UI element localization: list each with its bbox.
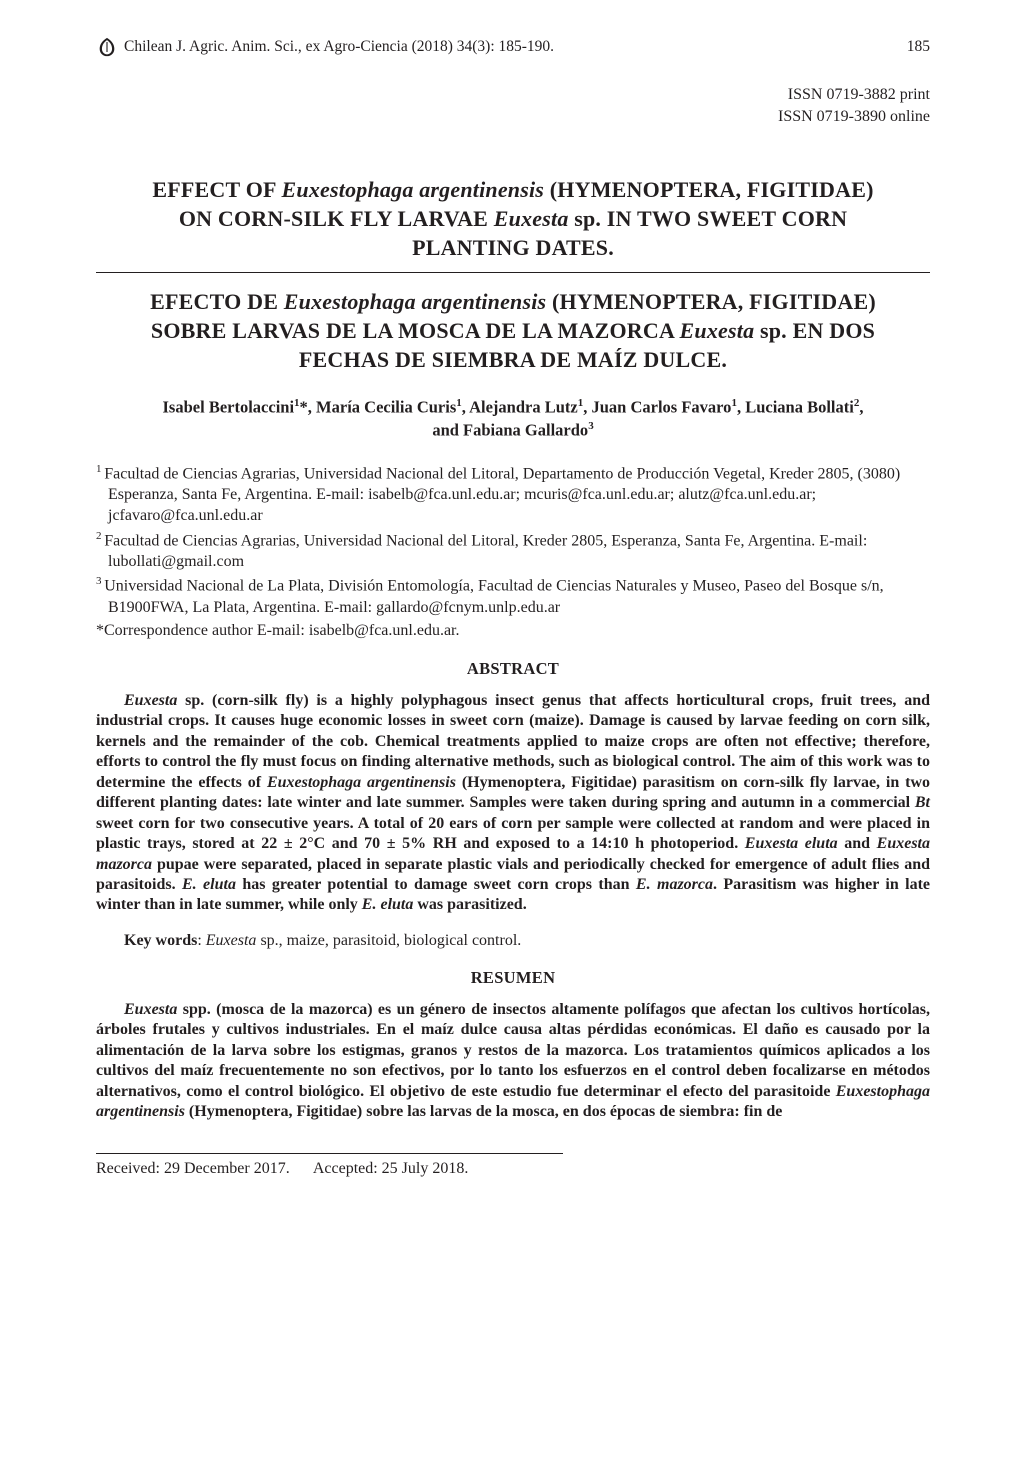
- affiliation-2-text: Facultad de Ciencias Agrarias, Universid…: [104, 532, 867, 570]
- affiliation-3-sup: 3: [96, 575, 104, 587]
- title-spanish: EFECTO DE Euxestophaga argentinensis (HY…: [114, 287, 912, 374]
- title-es-line2-italic: Euxesta: [680, 318, 755, 343]
- abstract-i3: Bt: [915, 794, 930, 811]
- abstract-paragraph: Euxesta sp. (corn-silk fly) is a highly …: [96, 691, 930, 916]
- author-6-sup: 3: [588, 420, 594, 432]
- title-en-line1-a: EFFECT OF: [152, 177, 281, 202]
- author-1-star: *: [300, 398, 308, 417]
- title-en-line2-a: ON CORN-SILK FLY LARVAE: [179, 206, 494, 231]
- author-6: and Fabiana Gallardo: [432, 421, 588, 440]
- resumen-t2: (Hymenoptera, Figitidae) sobre las larva…: [185, 1103, 782, 1120]
- title-es-line1-italic: Euxestophaga argentinensis: [284, 289, 547, 314]
- affiliation-1-sup: 1: [96, 463, 104, 475]
- title-separator-rule: [96, 272, 930, 273]
- author-1: Isabel Bertolaccini: [163, 398, 295, 417]
- title-es-line1-a: EFECTO DE: [150, 289, 284, 314]
- keywords-i1: Euxesta: [206, 932, 257, 949]
- affiliation-3: 3 Universidad Nacional de La Plata, Divi…: [96, 574, 930, 618]
- issn-print: ISSN 0719-3882 print: [96, 84, 930, 106]
- affiliation-3-text: Universidad Nacional de La Plata, Divisi…: [104, 577, 883, 615]
- journal-citation: Chilean J. Agric. Anim. Sci., ex Agro-Ci…: [124, 38, 554, 56]
- title-es-line1-b: (HYMENOPTERA, FIGITIDAE): [546, 289, 876, 314]
- authors-comma: ,: [859, 398, 863, 417]
- author-2: , María Cecilia Curis: [308, 398, 456, 417]
- page-number: 185: [907, 38, 930, 56]
- abstract-i8: E. eluta: [362, 896, 414, 913]
- correspondence: *Correspondence author E-mail: isabelb@f…: [96, 620, 930, 641]
- title-es-line2-b: sp. EN DOS: [754, 318, 875, 343]
- title-en-line3: PLANTING DATES.: [412, 235, 614, 260]
- issn-online: ISSN 0719-3890 online: [96, 106, 930, 128]
- running-head: Chilean J. Agric. Anim. Sci., ex Agro-Ci…: [96, 36, 930, 58]
- footer-rule: [96, 1153, 563, 1154]
- abstract-i4: Euxesta eluta: [745, 835, 838, 852]
- abstract-t4: and: [838, 835, 877, 852]
- abstract-i2: Euxestophaga argentinensis: [267, 774, 456, 791]
- title-en-line1-italic: Euxestophaga argentinensis: [282, 177, 545, 202]
- abstract-t8: was parasitized.: [413, 896, 526, 913]
- accepted-date: Accepted: 25 July 2018.: [313, 1160, 469, 1177]
- affiliation-2-sup: 2: [96, 530, 104, 542]
- keywords-label: Key words: [124, 932, 197, 949]
- running-head-left: Chilean J. Agric. Anim. Sci., ex Agro-Ci…: [96, 36, 554, 58]
- authors: Isabel Bertolaccini1*, María Cecilia Cur…: [136, 396, 890, 442]
- author-4: , Juan Carlos Favaro: [583, 398, 731, 417]
- abstract-i6: E. eluta: [182, 876, 236, 893]
- issn-block: ISSN 0719-3882 print ISSN 0719-3890 onli…: [96, 84, 930, 127]
- abstract-heading: ABSTRACT: [96, 659, 930, 679]
- resumen-heading: RESUMEN: [96, 968, 930, 988]
- abstract-i7: E. mazorca: [636, 876, 713, 893]
- keywords: Key words: Euxesta sp., maize, parasitoi…: [96, 932, 930, 950]
- resumen-t1: spp. (mosca de la mazorca) es un género …: [96, 1001, 930, 1100]
- author-5: , Luciana Bollati: [737, 398, 854, 417]
- author-3: , Alejandra Lutz: [462, 398, 578, 417]
- resumen-paragraph: Euxesta spp. (mosca de la mazorca) es un…: [96, 1000, 930, 1123]
- affiliations: 1 Facultad de Ciencias Agrarias, Univers…: [96, 462, 930, 641]
- title-english: EFFECT OF Euxestophaga argentinensis (HY…: [114, 175, 912, 262]
- footer-dates: Received: 29 December 2017. Accepted: 25…: [96, 1160, 930, 1178]
- keywords-rest: sp., maize, parasitoid, biological contr…: [256, 932, 521, 949]
- title-en-line1-b: (HYMENOPTERA, FIGITIDAE): [544, 177, 874, 202]
- abstract-t6: has greater potential to damage sweet co…: [236, 876, 636, 893]
- affiliation-1: 1 Facultad de Ciencias Agrarias, Univers…: [96, 462, 930, 527]
- abstract-i1: Euxesta: [124, 692, 177, 709]
- affiliation-2: 2 Facultad de Ciencias Agrarias, Univers…: [96, 529, 930, 573]
- received-date: Received: 29 December 2017.: [96, 1160, 290, 1177]
- title-en-line2-italic: Euxesta: [494, 206, 569, 231]
- affiliation-1-text: Facultad de Ciencias Agrarias, Universid…: [104, 465, 900, 524]
- title-en-line2-b: sp. IN TWO SWEET CORN: [569, 206, 848, 231]
- title-es-line3: FECHAS DE SIEMBRA DE MAÍZ DULCE.: [299, 347, 727, 372]
- leaf-logo-icon: [96, 36, 118, 58]
- title-es-line2-a: SOBRE LARVAS DE LA MOSCA DE LA MAZORCA: [151, 318, 680, 343]
- keywords-sep: :: [197, 932, 205, 949]
- resumen-i1: Euxesta: [124, 1001, 177, 1018]
- page: Chilean J. Agric. Anim. Sci., ex Agro-Ci…: [0, 0, 1020, 1468]
